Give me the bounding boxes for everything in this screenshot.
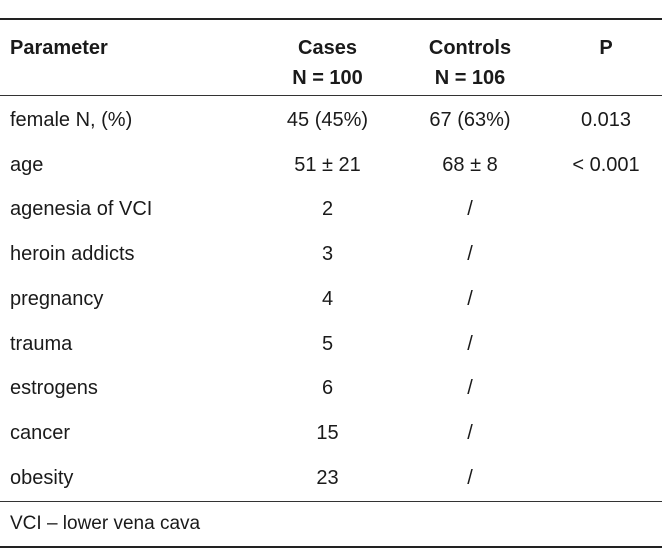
cell-controls: /	[467, 287, 473, 310]
header-controls-n: N = 106	[434, 67, 506, 89]
header-p-label: P	[599, 37, 613, 59]
cell-parameter: age	[10, 153, 44, 176]
bottom-rule	[0, 545, 662, 548]
cell-parameter: obesity	[10, 466, 74, 489]
cell-controls: 68 ± 8	[442, 153, 498, 176]
header-cases-n: N = 100	[292, 67, 363, 89]
header-controls-label: Controls	[428, 37, 512, 59]
cell-cases: 5	[321, 332, 334, 355]
cell-controls: /	[467, 377, 473, 400]
header-controls: Controls N = 106	[390, 20, 550, 93]
cell-p: 0.013	[580, 108, 632, 131]
table-row: heroin addicts 3 /	[0, 232, 662, 277]
cell-cases: 51 ± 21	[294, 153, 361, 176]
header-cases-label: Cases	[298, 37, 357, 59]
cell-cases: 45 (45%)	[286, 108, 369, 131]
cell-parameter: pregnancy	[10, 287, 104, 310]
cell-controls: /	[467, 466, 473, 489]
table-body: female N, (%) 45 (45%) 67 (63%) 0.013 ag…	[0, 96, 662, 501]
header-parameter: Parameter	[0, 20, 265, 63]
table-row: female N, (%) 45 (45%) 67 (63%) 0.013	[0, 98, 662, 143]
table-header: Parameter Cases N = 100 Controls N = 106…	[0, 20, 662, 95]
cell-p: < 0.001	[572, 153, 640, 176]
cell-controls: 67 (63%)	[429, 108, 511, 131]
cell-cases: 6	[321, 377, 334, 400]
cell-cases: 23	[316, 466, 339, 489]
table-row: agenesia of VCI 2 /	[0, 188, 662, 233]
table-row: obesity 23 /	[0, 456, 662, 501]
cell-cases: 15	[316, 422, 339, 445]
table-row: cancer 15 /	[0, 411, 662, 456]
top-rule	[0, 18, 662, 20]
cell-controls: /	[467, 422, 473, 445]
table-row: estrogens 6 /	[0, 367, 662, 412]
header-parameter-label: Parameter	[10, 37, 108, 59]
cell-parameter: estrogens	[10, 377, 98, 400]
cell-controls: /	[467, 332, 473, 355]
cell-parameter: trauma	[10, 332, 73, 355]
header-p: P	[550, 20, 662, 63]
cell-cases: 3	[321, 243, 334, 266]
cell-parameter: cancer	[10, 422, 71, 445]
footnote-rule	[0, 500, 662, 502]
data-table: Parameter Cases N = 100 Controls N = 106…	[0, 18, 662, 548]
cell-parameter: agenesia of VCI	[10, 198, 153, 221]
cell-controls: /	[467, 243, 473, 266]
cell-cases: 4	[321, 287, 334, 310]
cell-controls: /	[467, 198, 473, 221]
footnote: VCI – lower vena cava	[10, 512, 201, 534]
table-row: age 51 ± 21 68 ± 8 < 0.001	[0, 143, 662, 188]
header-cases: Cases N = 100	[265, 20, 390, 93]
cell-parameter: female N, (%)	[10, 108, 133, 131]
cell-parameter: heroin addicts	[10, 243, 135, 266]
table-row: trauma 5 /	[0, 322, 662, 367]
header-rule	[0, 95, 662, 96]
cell-cases: 2	[321, 198, 334, 221]
table-row: pregnancy 4 /	[0, 277, 662, 322]
